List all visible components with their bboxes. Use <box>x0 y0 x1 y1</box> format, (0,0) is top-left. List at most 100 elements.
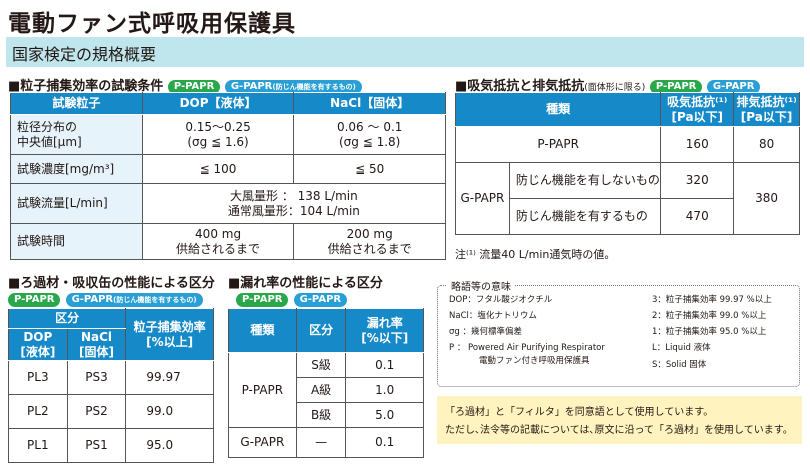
abbr-line: 電動ファン付き呼吸用保護具 <box>479 356 590 366</box>
s3-pills: P-PAPR G-PAPR(防じん機能を有するもの) <box>8 289 203 308</box>
table-row: 防じん機能を有するもの 470 <box>456 198 800 235</box>
abbreviation-right: 3：粒子捕集効率 99.97 %以上 2：粒子捕集効率 99.0 %以上 1：粒… <box>652 295 772 371</box>
value-line: 400 mg <box>195 226 242 241</box>
p-papr-pill: P-PAPR <box>649 79 703 94</box>
p-papr-pill: P-PAPR <box>167 79 221 94</box>
value-line: 供給されるまで <box>176 241 261 256</box>
filter-class-table: 区分 粒子捕集効率 [%以上] DOP [液体] NaCl [固体] PL3 PS3 99… <box>7 308 214 463</box>
th-nacl: NaCl [固体] <box>66 328 127 361</box>
cell: ≦ 100 <box>141 154 295 184</box>
cell: 0.1 <box>345 427 424 458</box>
cell: PL2 <box>8 394 68 429</box>
s2-footnote: 注⁽¹⁾ 流量40 L/min通気時の値。 <box>455 248 616 261</box>
table-row: B級 5.0 <box>229 402 424 428</box>
th-class: 区分 <box>7 308 127 329</box>
th-line: [%以上] <box>146 334 194 349</box>
g-papr-pill-label: G-PAPR <box>230 80 273 92</box>
cell: 200 mg 供給されるまで <box>293 223 446 260</box>
th-line: NaCl <box>80 329 113 344</box>
table-row: G-PAPR — 0.1 <box>228 427 424 458</box>
th-line: [Pa以下] <box>671 109 724 124</box>
cell: PS1 <box>66 428 127 463</box>
cell: G-PAPR <box>455 162 510 235</box>
label-line: 粒径分布の <box>17 119 78 134</box>
table-row: P-PAPR S級 0.1 <box>228 352 424 428</box>
s2-title: ■吸気抵抗と排気抵抗 <box>455 79 585 94</box>
row-label: 粒径分布の 中央値[μm] <box>10 114 143 155</box>
cell: 5.0 <box>345 402 424 428</box>
p-papr-pill: P-PAPR <box>8 292 61 307</box>
usage-note-box <box>437 396 802 444</box>
th-line: 排気抵抗⁽¹⁾ <box>736 94 797 109</box>
cell: PS3 <box>66 360 127 395</box>
th-line: [Pa以下] <box>740 109 793 124</box>
cell: 1.0 <box>345 377 424 403</box>
value-line: 通常風量形：104 L/min <box>227 203 360 218</box>
cell: 95.0 <box>125 428 214 463</box>
cell: 防じん機能を有しないもの <box>508 162 662 199</box>
abbreviation-left: DOP：フタル酸ジオクチル NaCl：塩化ナトリウム σg ：幾何標準偏差 P … <box>449 295 605 367</box>
table-row: A級 1.0 <box>229 377 424 403</box>
th-line: [固体] <box>79 344 114 359</box>
th-particle: 試験粒子 <box>10 92 143 115</box>
usage-note: 「ろ過材」と「フィルタ」を同意語として使用しています。 ただし､法令等の記載につ… <box>445 404 793 440</box>
value-line: 200 mg <box>346 226 393 241</box>
th-line: DOP <box>23 329 53 344</box>
g-papr-pill: G-PAPR(防じん機能を有するもの) <box>65 292 203 307</box>
abbreviation-box <box>437 285 800 387</box>
cell: — <box>295 427 347 458</box>
s1-heading: ■粒子捕集効率の試験条件 P-PAPR G-PAPR(防じん機能を有するもの) <box>8 75 362 94</box>
s4-pills: P-PAPR G-PAPR <box>236 289 348 308</box>
row-label: 試験濃度[mg/m³] <box>10 154 143 184</box>
cell: 大風量形 ： 138 L/min 通常風量形：104 L/min <box>141 183 447 224</box>
usage-line: ただし､法令等の記載については､原文に沿って「ろ過材」を使用しています。 <box>445 425 793 436</box>
g-papr-pill-note: (防じん機能を有するもの) <box>113 295 197 304</box>
abbr-line: L：Liquid 液体 <box>652 343 711 353</box>
th-dop: DOP【液体】 <box>141 92 295 115</box>
table-row: PL2 PS2 99.0 <box>8 394 214 429</box>
abbr-line: 3：粒子捕集効率 99.97 %以上 <box>652 295 772 305</box>
th-type: 種類 <box>228 308 297 353</box>
page-title: 電動ファン式呼吸用保護具 <box>8 11 296 37</box>
th-line: [液体] <box>20 344 56 359</box>
cell: PS2 <box>66 394 127 429</box>
value-line: 0.15〜0.25 <box>185 119 251 134</box>
cell: A級 <box>295 377 347 403</box>
cell: 防じん機能を有するもの <box>508 198 662 235</box>
g-papr-pill: G-PAPR <box>293 292 348 307</box>
table-row: 試験濃度[mg/m³] ≦ 100 ≦ 50 <box>10 154 446 184</box>
cell: 320 <box>660 162 735 199</box>
cell: ≦ 50 <box>293 154 446 184</box>
value-line: (σg ≦ 1.8) <box>339 134 401 149</box>
row-label: 試験流量[L/min] <box>10 183 143 224</box>
value-line: 供給されるまで <box>327 241 412 256</box>
cell: 99.0 <box>125 394 214 429</box>
cell: S級 <box>295 352 347 378</box>
cell: P-PAPR <box>454 126 662 163</box>
s2-note: (面体形に限る) <box>584 83 646 93</box>
th-exhaust: 排気抵抗⁽¹⁾ [Pa以下] <box>733 92 800 127</box>
table-row: PL3 PS3 99.97 <box>8 360 214 395</box>
th-intake: 吸気抵抗⁽¹⁾ [Pa以下] <box>660 92 735 127</box>
value-line: 大風量形 ： 138 L/min <box>230 188 358 203</box>
cell: 470 <box>660 198 735 235</box>
leak-rate-table: 種類 区分 漏れ率 [%以下] P-PAPR S級 0.1 A級 1.0 B級 5… <box>228 308 424 458</box>
cell: 80 <box>733 126 800 163</box>
th-line: 吸気抵抗⁽¹⁾ <box>667 94 728 109</box>
abbr-line: σg ：幾何標準偏差 <box>449 327 522 337</box>
cell: 0.06 〜 0.1 (σg ≦ 1.8) <box>293 114 446 155</box>
g-papr-pill: G-PAPR <box>706 79 761 94</box>
th-line: [%以下] <box>361 330 409 345</box>
abbr-line: 2：粒子捕集効率 99.0 %以上 <box>652 311 767 321</box>
abbr-line: P ： Powered Air Purifying Respirator <box>449 343 605 353</box>
th-line: 漏れ率 <box>366 315 403 330</box>
abbr-line: DOP：フタル酸ジオクチル <box>449 295 553 305</box>
cell: G-PAPR <box>228 427 297 458</box>
g-papr-pill-label: G-PAPR <box>71 293 114 305</box>
s1-title: ■粒子捕集効率の試験条件 <box>8 79 164 94</box>
abbr-line: S：Solid 固体 <box>652 360 707 370</box>
p-papr-pill: P-PAPR <box>236 292 289 307</box>
usage-line: 「ろ過材」と「フィルタ」を同意語として使用しています。 <box>445 407 714 418</box>
cell: PL3 <box>8 360 68 395</box>
test-conditions-table: 試験粒子 DOP【液体】 NaCl【固体】 粒径分布の 中央値[μm] 0.15〜… <box>10 92 447 260</box>
